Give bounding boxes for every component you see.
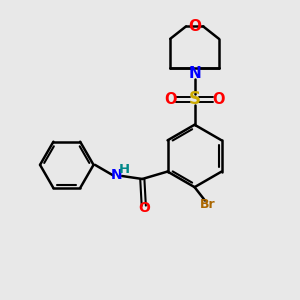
Text: Br: Br — [200, 199, 216, 212]
Text: N: N — [188, 66, 201, 81]
Text: O: O — [165, 92, 177, 107]
Text: S: S — [189, 91, 201, 109]
Text: H: H — [119, 163, 130, 176]
Text: O: O — [212, 92, 225, 107]
Text: O: O — [188, 19, 201, 34]
Text: O: O — [138, 201, 150, 215]
Text: N: N — [111, 168, 123, 182]
